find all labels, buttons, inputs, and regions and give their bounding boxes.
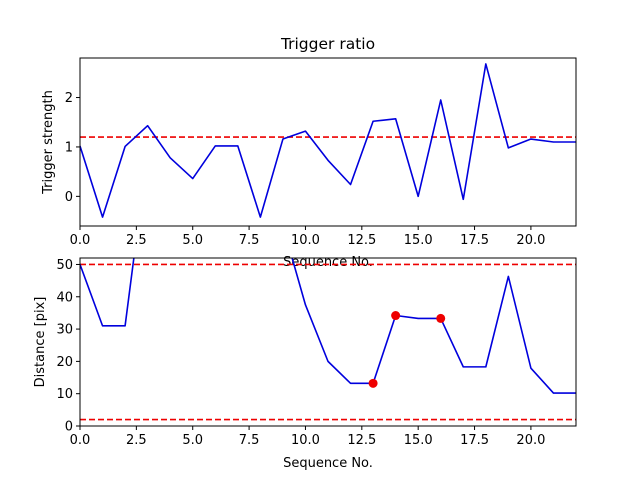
y-tick-label: 1	[65, 140, 73, 155]
distance-plot: 0.0 2.5 5.0 7.5 10.0 12.5 15.0 17.5 20.0 0 10 20 30…	[33, 257, 577, 471]
y-tick-label: 30	[56, 323, 73, 338]
plot-frame	[79, 57, 577, 227]
y-tick-label: 20	[56, 355, 73, 370]
x-tick-label: 17.5	[460, 233, 489, 248]
x-tick-label: 7.5	[239, 433, 260, 448]
x-tick-label: 0.0	[70, 233, 91, 248]
x-tick-label: 5.0	[182, 233, 203, 248]
x-tick-label: 12.5	[347, 433, 376, 448]
x-axis-label: Sequence No.	[283, 456, 373, 471]
x-tick-label: 15.0	[404, 433, 433, 448]
x-tick-label: 10.0	[291, 233, 320, 248]
x-ticks: 0.0 2.5 5.0 7.5 10.0 12.5 15.0 17.5 20.0	[70, 426, 545, 448]
y-tick-label: 2	[65, 91, 73, 106]
x-tick-label: 0.0	[70, 433, 91, 448]
data-point-marker	[368, 378, 378, 388]
x-tick-label: 20.0	[516, 233, 545, 248]
y-tick-label: 0	[65, 420, 73, 435]
series-lines	[80, 258, 576, 394]
x-tick-label: 15.0	[404, 233, 433, 248]
series-lines	[80, 63, 576, 218]
series-line	[80, 258, 576, 394]
x-tick-label: 10.0	[291, 433, 320, 448]
data-point-marker	[391, 311, 401, 321]
markers	[368, 311, 446, 388]
x-tick-label: 12.5	[347, 233, 376, 248]
data-point-marker	[436, 313, 446, 323]
x-tick-label: 2.5	[126, 433, 147, 448]
trigger-ratio-plot: Trigger ratio 0.0 2.5 5.0 7.5 10.0 12.5 15.0 17…	[41, 35, 577, 270]
y-axis-label: Distance [pix]	[33, 297, 48, 388]
y-ticks: 0 10 20 30 40 50	[56, 258, 80, 435]
plot-frame	[79, 257, 577, 427]
x-tick-label: 2.5	[126, 233, 147, 248]
x-tick-label: 5.0	[182, 433, 203, 448]
threshold-lines	[80, 263, 576, 421]
y-tick-label: 0	[65, 190, 73, 205]
plot-title: Trigger ratio	[280, 35, 375, 53]
series-line	[80, 63, 576, 218]
y-ticks: 0 1 2	[65, 91, 80, 205]
x-tick-label: 20.0	[516, 433, 545, 448]
x-ticks: 0.0 2.5 5.0 7.5 10.0 12.5 15.0 17.5 20.0	[70, 226, 545, 248]
x-axis-label: Sequence No.	[283, 255, 373, 270]
y-tick-label: 50	[56, 258, 73, 273]
y-tick-label: 40	[56, 290, 73, 305]
x-tick-label: 17.5	[460, 433, 489, 448]
y-tick-label: 10	[56, 387, 73, 402]
y-axis-label: Trigger strength	[41, 90, 56, 195]
x-tick-label: 7.5	[239, 233, 260, 248]
